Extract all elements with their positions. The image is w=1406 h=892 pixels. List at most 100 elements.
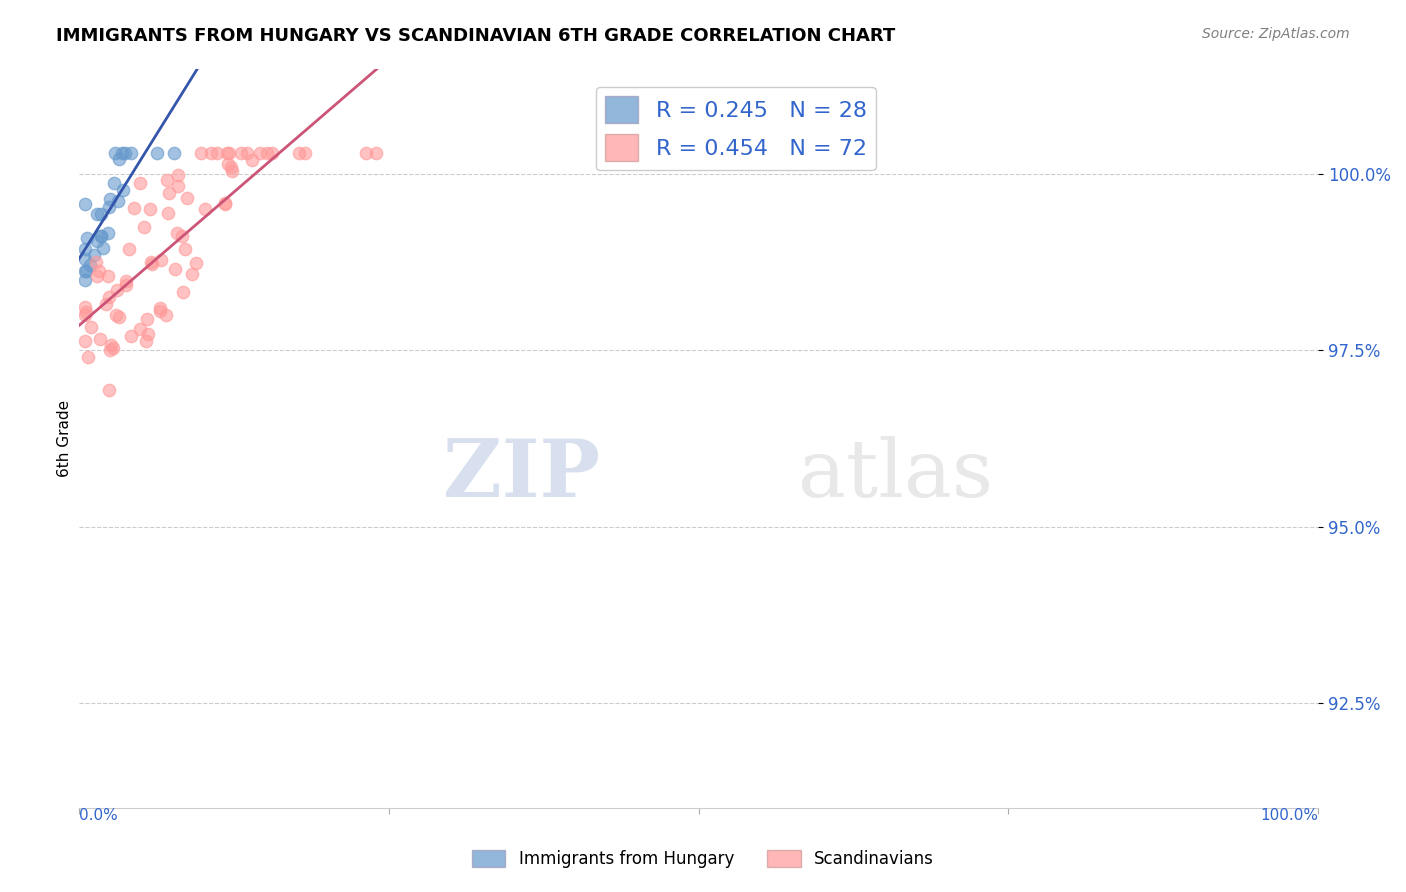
Point	[217, 157, 239, 171]
Point	[75, 300, 97, 314]
Point	[90, 207, 112, 221]
Point	[354, 146, 377, 161]
Text: 0.0%: 0.0%	[79, 808, 118, 823]
Text: Source: ZipAtlas.com: Source: ZipAtlas.com	[1202, 27, 1350, 41]
Point	[115, 277, 138, 292]
Point	[86, 268, 108, 283]
Point	[98, 290, 121, 304]
Point	[97, 268, 120, 283]
Point	[165, 261, 187, 276]
Point	[134, 220, 156, 235]
Point	[136, 312, 159, 326]
Point	[218, 146, 240, 161]
Point	[229, 146, 252, 161]
Point	[89, 332, 111, 346]
Point	[98, 192, 121, 206]
Point	[84, 255, 107, 269]
Point	[214, 196, 236, 211]
Point	[120, 329, 142, 343]
Point	[135, 334, 157, 348]
Point	[96, 297, 118, 311]
Point	[89, 228, 111, 243]
Point	[139, 255, 162, 269]
Point	[107, 194, 129, 208]
Point	[97, 200, 120, 214]
Point	[120, 146, 142, 161]
Point	[217, 146, 239, 161]
Point	[221, 163, 243, 178]
Point	[75, 252, 97, 266]
Text: IMMIGRANTS FROM HUNGARY VS SCANDINAVIAN 6TH GRADE CORRELATION CHART: IMMIGRANTS FROM HUNGARY VS SCANDINAVIAN …	[56, 27, 896, 45]
Point	[98, 343, 121, 357]
Legend: R = 0.245   N = 28, R = 0.454   N = 72: R = 0.245 N = 28, R = 0.454 N = 72	[596, 87, 876, 170]
Point	[105, 283, 128, 297]
Point	[97, 226, 120, 240]
Point	[219, 160, 242, 174]
Point	[149, 252, 172, 267]
Point	[80, 319, 103, 334]
Point	[75, 334, 97, 348]
Point	[167, 179, 190, 194]
Point	[111, 146, 134, 161]
Point	[159, 186, 181, 200]
Point	[75, 309, 97, 323]
Point	[236, 146, 259, 161]
Point	[103, 341, 125, 355]
Y-axis label: 6th Grade: 6th Grade	[58, 400, 72, 477]
Point	[76, 350, 98, 364]
Point	[141, 257, 163, 271]
Point	[79, 258, 101, 272]
Point	[262, 146, 284, 161]
Point	[75, 273, 97, 287]
Point	[104, 308, 127, 322]
Text: 100.0%: 100.0%	[1260, 808, 1319, 823]
Point	[172, 229, 194, 244]
Point	[364, 146, 387, 161]
Point	[136, 327, 159, 342]
Point	[288, 146, 311, 161]
Point	[163, 146, 186, 161]
Point	[90, 229, 112, 244]
Point	[76, 230, 98, 244]
Point	[93, 241, 115, 255]
Point	[180, 267, 202, 281]
Point	[104, 146, 127, 161]
Point	[139, 202, 162, 216]
Point	[205, 146, 228, 161]
Point	[172, 285, 194, 299]
Point	[129, 177, 152, 191]
Point	[240, 153, 263, 168]
Point	[129, 322, 152, 336]
Text: atlas: atlas	[797, 436, 993, 515]
Point	[83, 248, 105, 262]
Point	[145, 146, 167, 161]
Point	[200, 146, 222, 161]
Point	[103, 176, 125, 190]
Point	[122, 201, 145, 215]
Point	[214, 196, 236, 211]
Point	[75, 264, 97, 278]
Point	[194, 202, 217, 216]
Point	[118, 242, 141, 256]
Legend: Immigrants from Hungary, Scandinavians: Immigrants from Hungary, Scandinavians	[465, 843, 941, 875]
Point	[97, 383, 120, 397]
Point	[294, 146, 316, 161]
Point	[166, 226, 188, 240]
Point	[190, 146, 212, 161]
Point	[149, 301, 172, 315]
Point	[75, 304, 97, 318]
Point	[174, 242, 197, 256]
Point	[86, 234, 108, 248]
Point	[155, 308, 177, 322]
Point	[249, 146, 271, 161]
Point	[176, 191, 198, 205]
Point	[184, 255, 207, 269]
Point	[100, 338, 122, 352]
Text: ZIP: ZIP	[443, 436, 599, 515]
Point	[256, 146, 278, 161]
Point	[167, 169, 190, 183]
Point	[156, 173, 179, 187]
Point	[87, 264, 110, 278]
Point	[75, 197, 97, 211]
Point	[75, 264, 97, 278]
